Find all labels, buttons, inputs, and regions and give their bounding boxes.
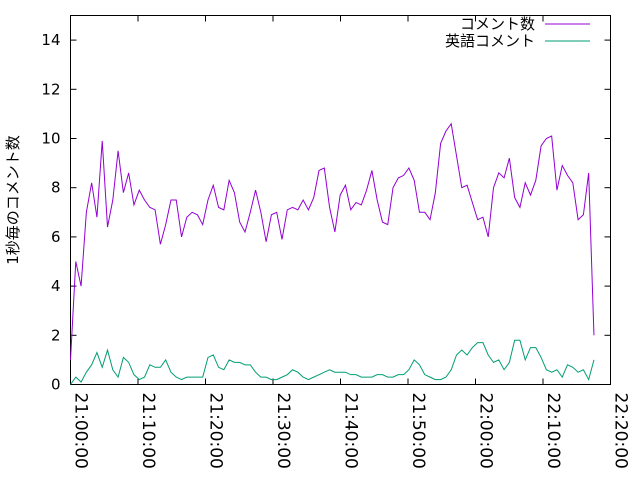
x-tick-label: 21:30:00: [273, 393, 293, 469]
y-tick-label: 8: [51, 179, 61, 197]
y-tick-label: 14: [41, 31, 60, 49]
legend-label: コメント数: [460, 15, 535, 33]
y-tick-label: 0: [51, 376, 61, 394]
series-line: [70, 122, 595, 360]
y-axis-label: 1秒毎のコメント数: [4, 135, 22, 265]
x-tick-label: 22:00:00: [476, 393, 496, 469]
y-tick-label: 4: [51, 277, 61, 295]
legend-label: 英語コメント: [445, 32, 535, 50]
series-line: [70, 339, 595, 385]
x-tick-label: 21:20:00: [206, 393, 226, 469]
y-tick-label: 10: [41, 130, 60, 148]
x-tick-label: 22:10:00: [543, 393, 563, 469]
y-tick-label: 12: [41, 80, 60, 98]
x-tick-label: 21:10:00: [138, 393, 158, 469]
plot-frame: [70, 15, 611, 385]
y-tick-label: 6: [51, 228, 61, 246]
x-tick-label: 21:00:00: [71, 393, 91, 469]
y-tick-label: 2: [51, 326, 61, 344]
x-tick-label: 22:20:00: [611, 393, 631, 469]
x-tick-label: 21:40:00: [341, 393, 361, 469]
x-tick-label: 21:50:00: [408, 393, 428, 469]
